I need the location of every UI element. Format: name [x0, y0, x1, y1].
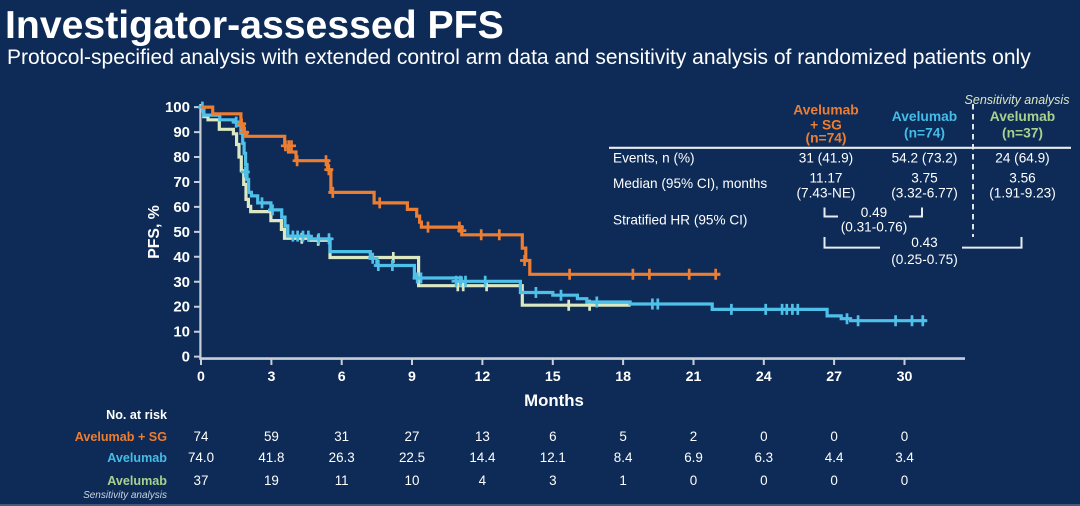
svg-text:21: 21 — [686, 369, 702, 385]
svg-text:24: 24 — [756, 369, 772, 385]
svg-text:(7.43-NE): (7.43-NE) — [797, 186, 856, 201]
svg-text:40: 40 — [173, 249, 190, 266]
svg-text:3.56: 3.56 — [1009, 171, 1035, 186]
svg-text:0: 0 — [760, 473, 767, 488]
svg-text:5: 5 — [619, 429, 626, 444]
svg-text:0: 0 — [830, 473, 837, 488]
svg-text:11: 11 — [335, 473, 349, 488]
svg-text:(0.25-0.75): (0.25-0.75) — [891, 252, 958, 267]
svg-text:Months: Months — [524, 391, 584, 410]
svg-text:13: 13 — [475, 429, 490, 444]
svg-text:PFS, %: PFS, % — [146, 205, 163, 259]
svg-text:3: 3 — [267, 369, 275, 385]
svg-text:Avelumab + SG: Avelumab + SG — [75, 430, 167, 444]
svg-text:2: 2 — [690, 429, 697, 444]
svg-text:No. at risk: No. at risk — [106, 408, 168, 422]
svg-text:(0.31-0.76): (0.31-0.76) — [841, 220, 908, 235]
svg-text:22.5: 22.5 — [399, 450, 425, 465]
svg-text:4: 4 — [479, 473, 487, 488]
svg-text:Avelumab: Avelumab — [793, 103, 858, 118]
svg-text:1: 1 — [619, 473, 626, 488]
svg-text:30: 30 — [173, 274, 190, 291]
svg-text:4.4: 4.4 — [825, 450, 844, 465]
svg-text:(n=37): (n=37) — [1002, 126, 1043, 141]
svg-text:3.75: 3.75 — [911, 171, 937, 186]
svg-text:0: 0 — [830, 429, 837, 444]
svg-text:10: 10 — [173, 324, 190, 341]
svg-text:60: 60 — [173, 199, 190, 216]
svg-text:0: 0 — [197, 369, 205, 385]
svg-text:Protocol-specified analysis wi: Protocol-specified analysis with extende… — [7, 46, 1031, 69]
svg-text:26.3: 26.3 — [329, 450, 355, 465]
svg-text:27: 27 — [405, 429, 420, 444]
svg-text:74: 74 — [194, 429, 209, 444]
svg-text:10: 10 — [405, 473, 420, 488]
svg-text:Events, n (%): Events, n (%) — [613, 151, 695, 166]
svg-text:0: 0 — [760, 429, 767, 444]
svg-text:Stratified HR (95% CI): Stratified HR (95% CI) — [613, 213, 747, 228]
svg-text:Sensitivity analysis: Sensitivity analysis — [83, 490, 167, 501]
svg-text:50: 50 — [173, 224, 190, 241]
svg-text:(3.32-6.77): (3.32-6.77) — [891, 186, 958, 201]
svg-text:Avelumab: Avelumab — [892, 109, 957, 124]
svg-text:Investigator-assessed PFS: Investigator-assessed PFS — [5, 4, 504, 47]
svg-text:54.2 (73.2): 54.2 (73.2) — [892, 151, 958, 166]
svg-text:11.17: 11.17 — [809, 171, 842, 186]
svg-text:12: 12 — [475, 369, 491, 385]
svg-text:0: 0 — [901, 429, 908, 444]
svg-text:70: 70 — [173, 174, 190, 191]
svg-text:41.8: 41.8 — [258, 450, 284, 465]
svg-text:14.4: 14.4 — [469, 450, 496, 465]
svg-text:0: 0 — [901, 473, 908, 488]
svg-text:6: 6 — [549, 429, 556, 444]
svg-text:6: 6 — [338, 369, 346, 385]
svg-text:31 (41.9): 31 (41.9) — [799, 151, 853, 166]
svg-text:74.0: 74.0 — [188, 450, 214, 465]
svg-text:0.43: 0.43 — [911, 235, 937, 250]
svg-text:Avelumab: Avelumab — [107, 474, 167, 488]
svg-text:3.4: 3.4 — [895, 450, 914, 465]
svg-text:20: 20 — [173, 299, 190, 316]
svg-text:(1.91-9.23): (1.91-9.23) — [989, 186, 1056, 201]
svg-text:0.49: 0.49 — [861, 205, 887, 220]
svg-text:0: 0 — [690, 473, 697, 488]
svg-text:9: 9 — [408, 369, 416, 385]
svg-text:Avelumab: Avelumab — [990, 109, 1055, 124]
svg-text:Sensitivity analysis: Sensitivity analysis — [965, 93, 1070, 107]
svg-text:27: 27 — [826, 369, 842, 385]
svg-text:0: 0 — [182, 349, 190, 366]
svg-text:24 (64.9): 24 (64.9) — [995, 151, 1049, 166]
svg-text:90: 90 — [173, 124, 190, 141]
svg-text:(n=74): (n=74) — [904, 126, 945, 141]
svg-text:30: 30 — [897, 369, 913, 385]
svg-text:59: 59 — [264, 429, 279, 444]
svg-text:(n=74): (n=74) — [805, 131, 846, 146]
svg-text:6.9: 6.9 — [684, 450, 703, 465]
svg-text:80: 80 — [173, 149, 190, 166]
svg-text:8.4: 8.4 — [614, 450, 633, 465]
svg-text:37: 37 — [194, 473, 209, 488]
svg-text:15: 15 — [545, 369, 561, 385]
svg-text:100: 100 — [165, 99, 190, 116]
svg-text:6.3: 6.3 — [754, 450, 773, 465]
svg-text:+ SG: + SG — [810, 118, 842, 133]
svg-text:12.1: 12.1 — [540, 450, 566, 465]
svg-text:18: 18 — [615, 369, 631, 385]
svg-text:Median (95% CI), months: Median (95% CI), months — [613, 176, 767, 191]
svg-text:Avelumab: Avelumab — [107, 451, 167, 465]
svg-text:19: 19 — [264, 473, 279, 488]
svg-text:31: 31 — [334, 429, 349, 444]
svg-text:3: 3 — [549, 473, 556, 488]
